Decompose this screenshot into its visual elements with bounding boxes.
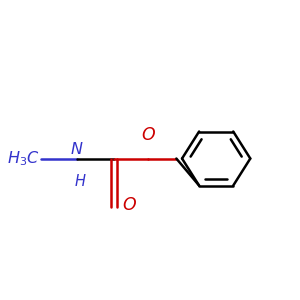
Text: H: H (74, 174, 85, 189)
Text: $H_3C$: $H_3C$ (7, 149, 40, 168)
Text: O: O (142, 126, 155, 144)
Text: O: O (122, 196, 136, 214)
Text: N: N (71, 142, 83, 157)
